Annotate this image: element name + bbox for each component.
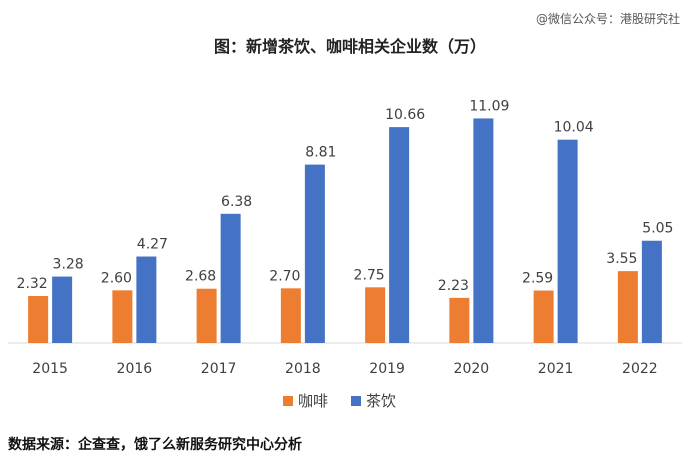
data-label-tea-2020: 11.09 — [469, 98, 509, 114]
data-label-coffee-2015: 2.32 — [17, 276, 48, 292]
bar-coffee-2021 — [533, 290, 554, 343]
legend-swatch-tea — [351, 396, 361, 406]
bar-coffee-2018 — [280, 288, 301, 343]
x-tick-label-2020: 2020 — [454, 361, 490, 377]
data-label-coffee-2020: 2.23 — [438, 278, 469, 294]
data-label-tea-2021: 10.04 — [554, 120, 594, 136]
data-label-coffee-2019: 2.75 — [354, 267, 385, 283]
bar-tea-2018 — [304, 164, 325, 343]
x-tick-label-2017: 2017 — [201, 361, 237, 377]
bar-tea-2015 — [52, 276, 73, 343]
x-tick-label-2019: 2019 — [369, 361, 405, 377]
source-note: 数据来源：企查查，饿了么新服务研究中心分析 — [8, 437, 302, 453]
data-label-tea-2015: 3.28 — [53, 257, 84, 273]
data-label-tea-2019: 10.66 — [385, 107, 425, 123]
bar-tea-2017 — [220, 213, 241, 343]
data-label-coffee-2016: 2.60 — [101, 270, 132, 286]
watermark: @微信公众号：港股研究社 — [535, 12, 680, 26]
data-label-coffee-2021: 2.59 — [522, 271, 553, 287]
bar-tea-2020 — [473, 118, 494, 344]
bar-coffee-2017 — [196, 288, 217, 343]
bar-coffee-2020 — [449, 297, 470, 343]
data-label-coffee-2018: 2.70 — [269, 268, 300, 284]
data-label-tea-2022: 5.05 — [642, 221, 673, 237]
bar-tea-2021 — [557, 139, 578, 343]
bar-coffee-2019 — [365, 287, 386, 343]
bar-coffee-2015 — [28, 296, 49, 343]
data-label-tea-2018: 8.81 — [305, 145, 336, 161]
x-tick-label-2018: 2018 — [285, 361, 321, 377]
bar-coffee-2016 — [112, 290, 133, 343]
data-label-tea-2017: 6.38 — [221, 194, 252, 210]
bar-coffee-2022 — [617, 271, 638, 343]
bar-tea-2022 — [641, 240, 662, 343]
legend-label-coffee: 咖啡 — [298, 392, 328, 410]
data-label-coffee-2022: 3.55 — [606, 251, 637, 267]
x-tick-label-2021: 2021 — [538, 361, 574, 377]
legend-swatch-coffee — [283, 396, 293, 406]
legend-label-tea: 茶饮 — [366, 392, 396, 410]
data-label-coffee-2017: 2.68 — [185, 269, 216, 285]
x-tick-label-2022: 2022 — [622, 361, 658, 377]
x-tick-label-2015: 2015 — [32, 361, 68, 377]
bar-tea-2016 — [136, 256, 157, 343]
bar-tea-2019 — [389, 127, 410, 343]
chart-title: 图：新增茶饮、咖啡相关企业数（万） — [213, 37, 486, 56]
x-tick-label-2016: 2016 — [117, 361, 153, 377]
data-label-tea-2016: 4.27 — [137, 237, 168, 253]
